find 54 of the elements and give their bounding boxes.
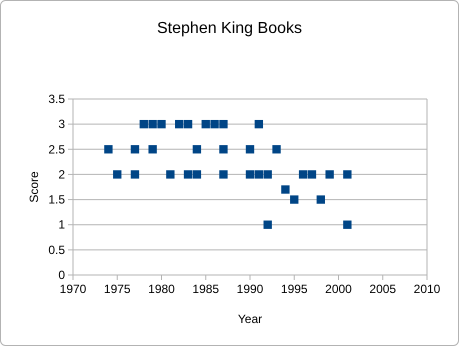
x-tick-label: 1990	[236, 282, 264, 296]
point	[264, 170, 272, 179]
x-tick-label: 1975	[104, 282, 131, 296]
point	[343, 220, 352, 229]
x-axis-title: Year	[238, 312, 262, 326]
y-tick-label: 3	[58, 117, 66, 132]
x-tick-label: 2000	[325, 282, 352, 296]
point	[148, 120, 157, 128]
point	[281, 185, 290, 194]
point	[130, 170, 140, 179]
point	[192, 170, 202, 179]
x-tick-label: 1995	[280, 282, 308, 296]
point	[130, 145, 140, 154]
x-tick-label: 1985	[192, 282, 220, 296]
y-axis-title: Score	[27, 171, 41, 203]
point	[140, 120, 148, 128]
x-tick-label: 2005	[369, 282, 396, 296]
point	[254, 170, 264, 179]
x-tick-label: 2010	[414, 282, 441, 296]
point	[184, 120, 192, 128]
point	[316, 195, 325, 204]
y-tick-label: 2.5	[48, 142, 66, 156]
point	[298, 170, 308, 179]
x-tick-label: 1980	[148, 282, 176, 296]
y-tick-label: 0	[58, 268, 66, 282]
y-tick-label: 3.5	[48, 92, 66, 106]
point	[202, 120, 210, 128]
point	[210, 120, 219, 128]
point	[254, 120, 264, 128]
point	[104, 145, 113, 154]
point	[343, 170, 352, 179]
point	[192, 145, 202, 154]
point	[246, 170, 254, 179]
point	[148, 145, 157, 154]
point	[219, 170, 228, 179]
y-tick-label: 0.5	[48, 242, 66, 257]
point	[290, 195, 298, 204]
point	[175, 120, 184, 128]
point	[166, 170, 175, 179]
x-tick-label: 1970	[60, 282, 87, 296]
point	[308, 170, 316, 179]
point	[219, 120, 228, 128]
point	[246, 145, 254, 154]
point	[219, 145, 228, 154]
point	[113, 170, 122, 179]
point	[264, 220, 272, 229]
point	[184, 170, 192, 179]
y-tick-label: 2	[58, 167, 66, 182]
point	[325, 170, 334, 179]
y-tick-label: 1.5	[48, 192, 66, 207]
point	[272, 145, 281, 154]
point	[157, 120, 166, 128]
y-tick-label: 1	[58, 218, 66, 232]
chart-title: Stephen King Books	[157, 20, 302, 37]
